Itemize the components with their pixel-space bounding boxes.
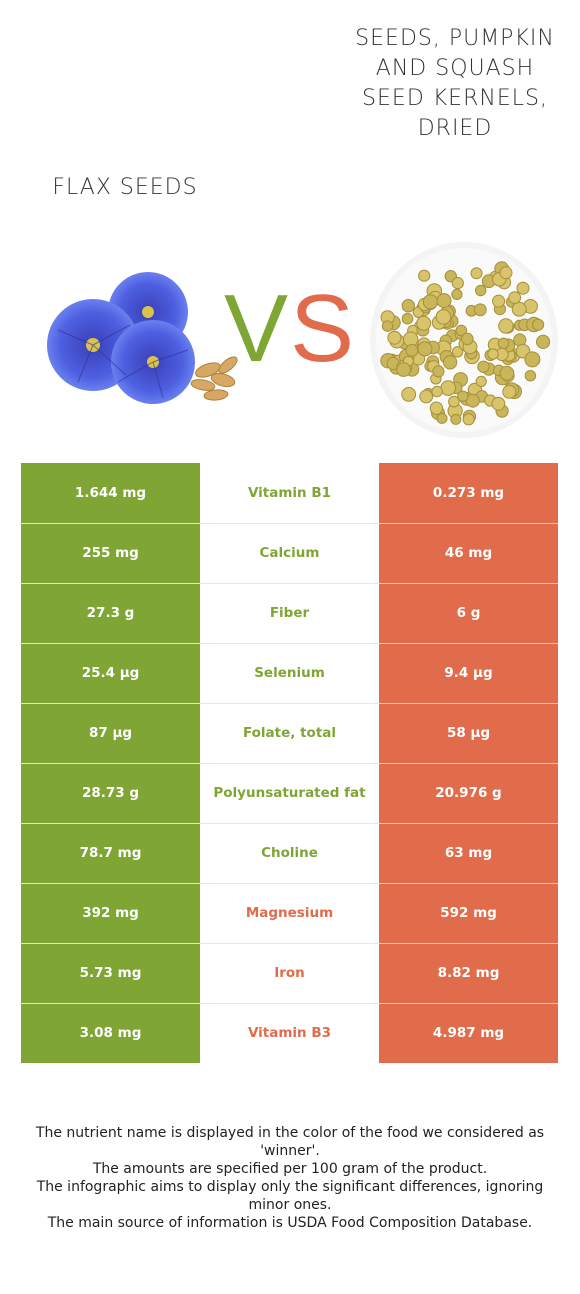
- flax-flower-image: [47, 272, 238, 404]
- right-value: 9.4 µg: [379, 643, 558, 704]
- nutrient-name: Vitamin B1: [200, 463, 379, 524]
- vs-letter-v: V: [224, 275, 289, 382]
- nutrient-name: Folate, total: [200, 703, 379, 764]
- table-row: 27.3 g Fiber 6 g: [21, 583, 558, 644]
- left-value: 27.3 g: [21, 583, 200, 644]
- left-value: 1.644 mg: [21, 463, 200, 524]
- nutrient-name: Choline: [200, 823, 379, 884]
- right-value: 58 µg: [379, 703, 558, 764]
- nutrient-name: Polyunsaturated fat: [200, 763, 379, 824]
- table-row: 28.73 g Polyunsaturated fat 20.976 g: [21, 763, 558, 824]
- comparison-table: 1.644 mg Vitamin B1 0.273 mg 255 mg Calcium 4…: [21, 463, 558, 1063]
- vs-letter-s: S: [290, 275, 355, 382]
- left-value: 5.73 mg: [21, 943, 200, 1004]
- nutrient-name: Calcium: [200, 523, 379, 584]
- right-value: 20.976 g: [379, 763, 558, 824]
- footnote-source: The main source of information is USDA F…: [47, 1215, 533, 1231]
- right-value: 46 mg: [379, 523, 558, 584]
- table-row: 1.644 mg Vitamin B1 0.273 mg: [21, 463, 558, 524]
- left-value: 25.4 µg: [21, 643, 200, 704]
- nutrient-name: Vitamin B3: [200, 1003, 379, 1063]
- left-value: 28.73 g: [21, 763, 200, 824]
- right-value: 63 mg: [379, 823, 558, 884]
- table-row: 87 µg Folate, total 58 µg: [21, 703, 558, 764]
- vs-label: V S: [224, 275, 355, 382]
- right-value: 8.82 mg: [379, 943, 558, 1004]
- nutrient-name: Iron: [200, 943, 379, 1004]
- left-value: 3.08 mg: [21, 1003, 200, 1063]
- footnotes: The nutrient name is displayed in the co…: [30, 1124, 550, 1232]
- table-row: 255 mg Calcium 46 mg: [21, 523, 558, 584]
- nutrient-name: Selenium: [200, 643, 379, 704]
- food-title-left: Flax seeds: [52, 175, 198, 200]
- nutrient-name: Fiber: [200, 583, 379, 644]
- table-row: 25.4 µg Selenium 9.4 µg: [21, 643, 558, 704]
- footnote-winner-color: The nutrient name is displayed in the co…: [35, 1125, 545, 1159]
- food-title-right: Seeds, pumpkin and squash seed kernels, …: [355, 26, 555, 141]
- left-value: 87 µg: [21, 703, 200, 764]
- right-value: 6 g: [379, 583, 558, 644]
- pumpkin-seeds-bowl-image: [370, 242, 558, 438]
- table-row: 392 mg Magnesium 592 mg: [21, 883, 558, 944]
- left-value: 392 mg: [21, 883, 200, 944]
- left-value: 255 mg: [21, 523, 200, 584]
- table-row: 78.7 mg Choline 63 mg: [21, 823, 558, 884]
- table-row: 3.08 mg Vitamin B3 4.987 mg: [21, 1003, 558, 1063]
- footnote-per-100g: The amounts are specified per 100 gram o…: [92, 1161, 488, 1177]
- left-value: 78.7 mg: [21, 823, 200, 884]
- right-value: 592 mg: [379, 883, 558, 944]
- table-row: 5.73 mg Iron 8.82 mg: [21, 943, 558, 1004]
- right-value: 0.273 mg: [379, 463, 558, 524]
- right-value: 4.987 mg: [379, 1003, 558, 1063]
- footnote-significant-differences: The infographic aims to display only the…: [36, 1179, 544, 1213]
- comparison-header: Flax seeds Seeds, pumpkin and squash see…: [0, 0, 580, 460]
- nutrient-name: Magnesium: [200, 883, 379, 944]
